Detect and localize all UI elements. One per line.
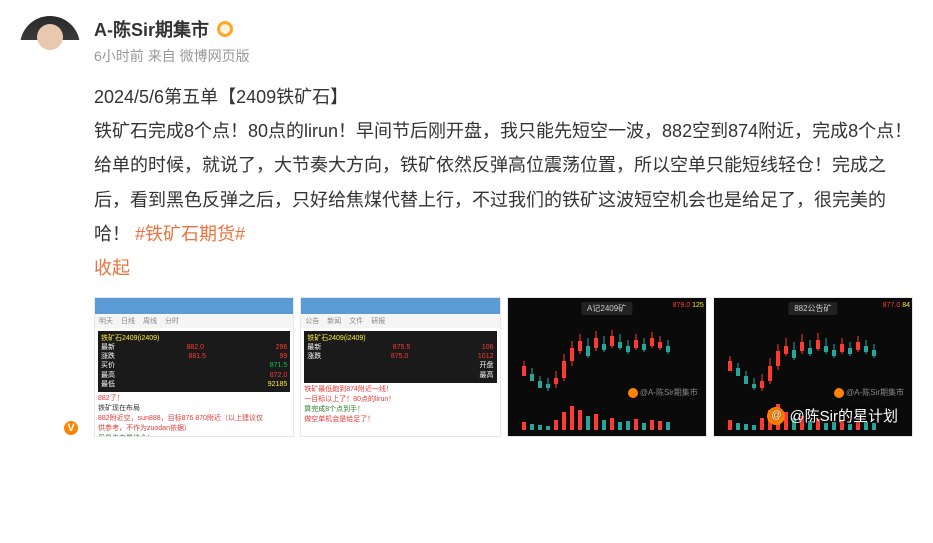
tab-label: 周线 [143, 316, 157, 326]
tab-label: 研报 [371, 316, 385, 326]
post-source[interactable]: 微博网页版 [180, 48, 250, 64]
note-text: 但是走力量结合！ [98, 434, 290, 437]
candlestick-chart: A记2409矿 879.0 125 @A-陈Sir期集市 [508, 298, 706, 436]
tab-label: 新闻 [327, 316, 341, 326]
note-text: 算完成8个点到手！ [304, 405, 496, 414]
post-time[interactable]: 6小时前 [94, 48, 144, 64]
user-avatar[interactable] [20, 16, 80, 76]
post-meta: 6小时前 来自 微博网页版 [94, 46, 913, 66]
verified-badge-icon: V [62, 419, 80, 437]
tab-label: 分时 [165, 316, 179, 326]
price-label: 877.0 84 [883, 302, 910, 309]
body-title: 2024/5/6第五单【2409铁矿石】 [94, 87, 348, 107]
tab-label: 公告 [305, 316, 319, 326]
price-label: 879.0 125 [673, 302, 704, 309]
weibo-icon: @ [767, 407, 785, 425]
note-text: 一目标以上了！80点的lirun！ [304, 395, 496, 404]
note-text: 铁矿现在布局 [98, 404, 290, 413]
thumbnail-2[interactable]: 公告新闻文件研报 铁矿石2409(i2409) 最新875.5106涨跌875.… [300, 297, 500, 437]
post-header: A-陈Sir期集市 [94, 16, 913, 42]
image-gallery: 明天日线周线分时 铁矿石2409(i2409) 最新882.0296涨跌881.… [94, 297, 913, 437]
avatar-container[interactable]: V [20, 16, 80, 437]
user-emblem-icon [215, 19, 235, 39]
hashtag-link[interactable]: #铁矿石期货# [135, 224, 245, 244]
tab-label: 文件 [349, 316, 363, 326]
tab-label: 日线 [121, 316, 135, 326]
thumb-header [95, 298, 293, 314]
quote-box: 铁矿石2409(i2409) 最新875.5106涨跌875.01012开盘最高 [304, 331, 496, 382]
watermark: @A-陈Sir期集市 [834, 387, 904, 398]
weibo-icon [834, 388, 844, 398]
watermark: @A-陈Sir期集市 [628, 387, 698, 398]
post-body: 2024/5/6第五单【2409铁矿石】 铁矿石完成8个点！80点的lirun！… [94, 80, 913, 285]
quote-box: 铁矿石2409(i2409) 最新882.0296涨跌881.599买价871.… [98, 331, 290, 392]
collapse-button[interactable]: 收起 [94, 258, 130, 278]
post-content: A-陈Sir期集市 6小时前 来自 微博网页版 2024/5/6第五单【2409… [94, 16, 913, 437]
thumbnail-4[interactable]: 882公告矿 877.0 84 @A-陈Sir期集市 @ @陈Sir的星计划 [713, 297, 913, 437]
note-text: 882了！ [98, 394, 290, 403]
note-text: 882附近空，sun888，目标876 870附近（以上建议仅 [98, 414, 290, 423]
from-label: 来自 [148, 48, 176, 64]
image-attribution: @ @陈Sir的星计划 [767, 405, 898, 426]
note-text: 供参考，不作为zuodan依据） [98, 424, 290, 433]
chart-title: A记2409矿 [581, 302, 632, 315]
symbol-label: 铁矿石2409(i2409) [101, 334, 159, 343]
chart-title: 882公告矿 [788, 302, 837, 315]
thumb-tabs: 明天日线周线分时 [95, 314, 293, 328]
weibo-post: V A-陈Sir期集市 6小时前 来自 微博网页版 2024/5/6第五单【24… [0, 0, 933, 453]
note-text: 铁矿最低跑到874附近一线！ [304, 385, 496, 394]
thumbnail-1[interactable]: 明天日线周线分时 铁矿石2409(i2409) 最新882.0296涨跌881.… [94, 297, 294, 437]
thumb-tabs: 公告新闻文件研报 [301, 314, 499, 328]
weibo-icon [628, 388, 638, 398]
note-text: 做空单机会是给足了！ [304, 415, 496, 424]
username[interactable]: A-陈Sir期集市 [94, 16, 209, 42]
tab-label: 明天 [99, 316, 113, 326]
thumbnail-3[interactable]: A记2409矿 879.0 125 @A-陈Sir期集市 [507, 297, 707, 437]
thumb-header [301, 298, 499, 314]
symbol-label: 铁矿石2409(i2409) [307, 334, 365, 343]
